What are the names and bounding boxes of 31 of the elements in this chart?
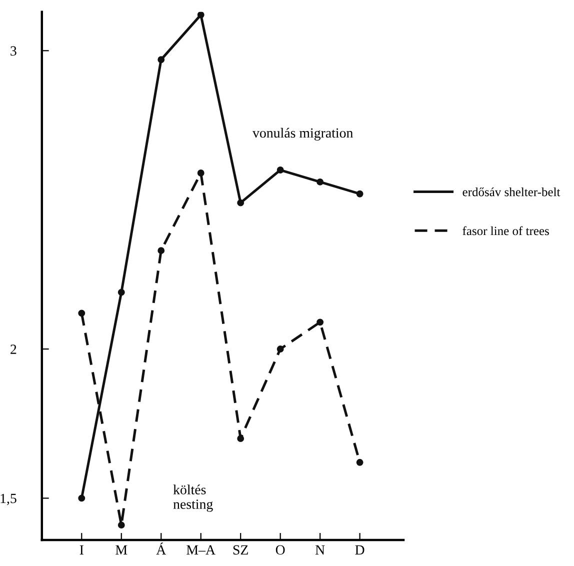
x-tick-label: O (276, 545, 285, 555)
point (78, 310, 86, 317)
point (356, 190, 364, 198)
point (276, 346, 284, 352)
x-tick-label: M (116, 545, 128, 554)
point (316, 178, 324, 186)
legend-label: erdősáv shelter-belt (462, 187, 560, 196)
x-tick-label: Á (156, 542, 166, 554)
annotation: költés nesting (173, 484, 213, 512)
point (197, 170, 204, 176)
point (237, 199, 244, 206)
x-tick-label: M–A (186, 545, 216, 554)
annotation: vonulás migration (252, 128, 353, 141)
x-tick-label: I (80, 545, 84, 554)
point (316, 318, 324, 326)
point (78, 494, 86, 502)
x-tick-label: N (315, 545, 325, 554)
x-tick-label: D (355, 545, 364, 554)
y-tick-label: 1,5 (0, 494, 16, 506)
point (356, 458, 364, 466)
point (276, 166, 284, 174)
y-tick-label: 2 (10, 344, 16, 354)
point (118, 288, 125, 296)
y-tick-label: 3 (10, 46, 16, 56)
point (237, 435, 244, 442)
point (118, 522, 125, 529)
point (158, 56, 165, 64)
legend-label: fasor line of trees (462, 226, 549, 236)
point (197, 12, 204, 18)
x-tick-label: SZ (233, 545, 248, 555)
point (158, 247, 165, 254)
